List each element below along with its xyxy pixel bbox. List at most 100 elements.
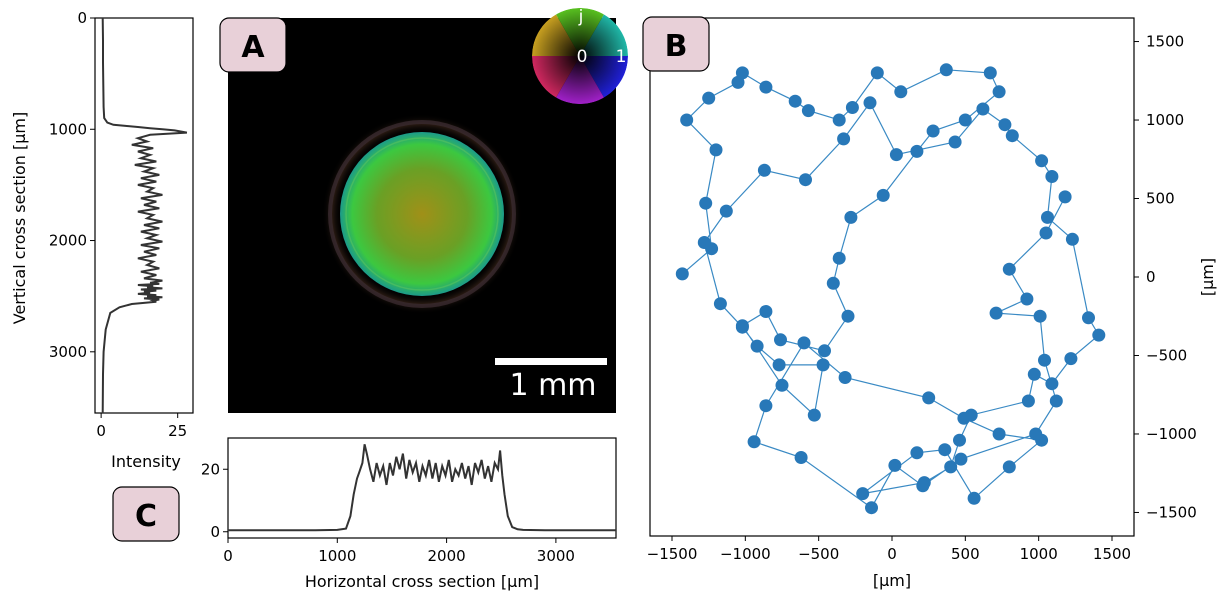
- graph-node: [719, 204, 733, 218]
- x-tick-label: 3000: [537, 547, 575, 565]
- graph-node: [863, 96, 877, 110]
- graph-node: [735, 66, 749, 80]
- graph-node: [983, 66, 997, 80]
- colorwheel: j 0 1: [532, 7, 628, 104]
- colorwheel-imag-label: j: [578, 7, 584, 27]
- x-tick-label: 1000: [1020, 545, 1058, 563]
- graph-node: [1049, 394, 1063, 408]
- scale-bar: [495, 358, 607, 365]
- x-tick-label: 0: [223, 547, 233, 565]
- graph-node: [680, 113, 694, 127]
- disc-outer-ring: [328, 120, 516, 308]
- graph-node: [699, 196, 713, 210]
- vertical-profile-x-ticks: 0 25: [96, 413, 187, 440]
- graph-node: [1045, 170, 1059, 183]
- graph-node: [1035, 154, 1049, 168]
- vertical-profile-chart: 0 1000 2000 3000 0 25 Vertical cross section…: [10, 9, 194, 471]
- graph-node: [939, 63, 953, 77]
- y-tick-label: 2000: [49, 232, 87, 250]
- vertical-profile-y-ticks: 0 1000 2000 3000: [49, 9, 95, 361]
- graph-node: [1027, 367, 1041, 381]
- graph-node: [1002, 460, 1016, 474]
- graph-node: [958, 113, 972, 127]
- graph-node: [856, 487, 870, 501]
- panel-b-label: B: [665, 29, 688, 64]
- graph-node: [772, 358, 786, 372]
- graph-node: [775, 378, 789, 392]
- y-tick-label: −1000: [1146, 425, 1197, 443]
- graph-node: [910, 446, 924, 460]
- illuminated-disc: [340, 132, 504, 296]
- graph-node: [747, 435, 761, 449]
- graph-node: [832, 113, 846, 127]
- panel-a-label: A: [241, 30, 265, 65]
- y-tick-label: 500: [1146, 190, 1175, 208]
- graph-node: [989, 306, 1003, 320]
- node-graph-y-label: [µm]: [1198, 258, 1217, 296]
- node-graph-chart: −1500 −1000 −500 0 500 1000 1500 −1500 −1000 −50…: [647, 17, 1217, 590]
- y-tick-label: −1500: [1146, 503, 1197, 521]
- graph-node: [1064, 352, 1078, 366]
- graph-node: [774, 333, 787, 347]
- graph-node: [865, 501, 878, 515]
- vertical-profile-y-label: Vertical cross section [µm]: [10, 112, 29, 325]
- x-tick-label: 1000: [318, 547, 356, 565]
- y-tick-label: 0: [210, 523, 220, 541]
- colorwheel-one-label: 1: [616, 47, 627, 67]
- vertical-profile-frame: [94, 17, 194, 414]
- graph-node: [938, 443, 952, 457]
- graph-node: [759, 80, 773, 94]
- horizontal-profile-y-ticks: 0 20: [201, 460, 228, 541]
- graph-node: [1045, 377, 1059, 391]
- x-tick-label: 2000: [427, 547, 465, 565]
- node-graph-x-label: [µm]: [873, 571, 911, 590]
- y-tick-label: 1000: [1146, 111, 1184, 129]
- graph-node: [837, 132, 851, 146]
- graph-node: [922, 391, 936, 405]
- graph-node: [735, 320, 749, 334]
- graph-node: [957, 411, 971, 425]
- graph-node: [976, 102, 990, 116]
- graph-node: [713, 297, 727, 311]
- graph-node: [697, 236, 711, 249]
- panel-c-label: C: [135, 499, 157, 534]
- disc-inner-ring: [345, 137, 499, 291]
- x-tick-label: −500: [798, 545, 839, 563]
- graph-node: [1038, 353, 1051, 367]
- vertical-profile-line: [101, 18, 188, 413]
- horizontal-profile-chart: 0 20 0 1000 2000 3000 Horizontal cross secti…: [201, 437, 617, 591]
- graph-node: [709, 143, 723, 157]
- panel-a-badge: A: [219, 17, 287, 73]
- y-tick-label: 1000: [49, 120, 87, 138]
- graph-node: [1058, 190, 1072, 204]
- graph-node: [799, 173, 812, 187]
- image-panel: j 0 1 1 mm: [228, 7, 628, 413]
- graph-node: [1039, 226, 1053, 240]
- graph-node: [992, 427, 1006, 441]
- graph-node: [841, 309, 855, 323]
- node-graph-x-ticks: −1500 −1000 −500 0 500 1000 1500: [647, 536, 1131, 563]
- graph-node: [702, 91, 716, 105]
- x-tick-label: −1500: [647, 545, 698, 563]
- x-tick-label: 25: [168, 422, 187, 440]
- graph-node: [894, 85, 908, 99]
- graph-node: [838, 371, 852, 384]
- graph-node: [759, 399, 773, 413]
- y-tick-label: 1500: [1146, 33, 1184, 51]
- graph-node: [1092, 328, 1106, 342]
- x-tick-label: 0: [96, 422, 106, 440]
- graph-node: [926, 124, 940, 138]
- graph-node: [818, 344, 831, 358]
- graph-node: [801, 104, 815, 118]
- graph-node: [1065, 232, 1079, 246]
- graph-node: [948, 135, 962, 149]
- graph-node: [845, 101, 859, 114]
- x-tick-label: 0: [887, 545, 897, 563]
- y-tick-label: −500: [1146, 346, 1187, 364]
- panel-b-badge: B: [642, 16, 710, 72]
- graph-node: [794, 451, 808, 464]
- vertical-profile-x-label: Intensity: [111, 452, 181, 471]
- horizontal-profile-frame: [227, 437, 617, 539]
- graph-node: [888, 458, 902, 472]
- graph-node: [807, 408, 821, 422]
